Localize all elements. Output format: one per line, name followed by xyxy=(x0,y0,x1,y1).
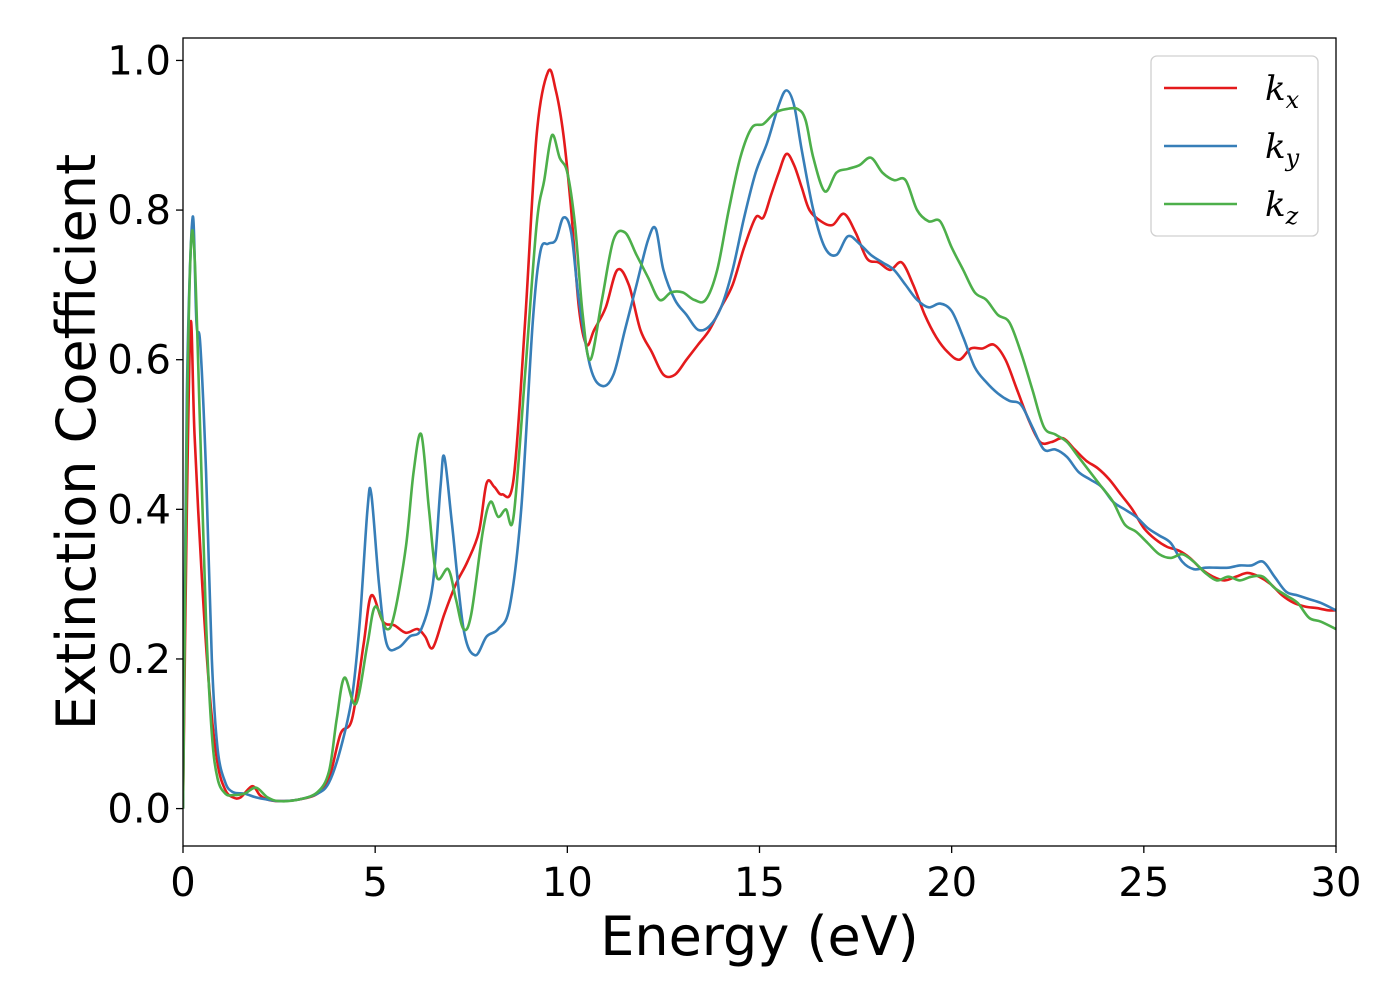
x-tick-label: 10 xyxy=(542,860,593,906)
legend-label-k-z: kz xyxy=(1265,185,1299,230)
y-tick-label: 0.8 xyxy=(107,188,171,234)
x-tick-label: 5 xyxy=(362,860,387,906)
series-line-k-z xyxy=(183,106,1336,809)
series-layer xyxy=(183,68,1336,809)
legend-label-k-y: ky xyxy=(1265,127,1300,172)
x-axis-label: Energy (eV) xyxy=(600,905,919,968)
y-tick-label: 0.6 xyxy=(107,338,171,384)
x-tick-label: 20 xyxy=(926,860,977,906)
legend: kx ky kz xyxy=(1150,55,1319,237)
x-tick-label: 0 xyxy=(170,860,195,906)
legend-label-k-x: kx xyxy=(1265,69,1300,114)
x-tick-label: 30 xyxy=(1311,860,1362,906)
x-tick-label: 25 xyxy=(1118,860,1169,906)
y-tick-label: 0.0 xyxy=(107,787,171,833)
y-tick-label: 0.2 xyxy=(107,637,171,683)
x-axis: 0 5 10 15 20 25 30 xyxy=(170,846,1361,906)
y-axis-label: Extinction Coefficient xyxy=(45,154,108,730)
y-tick-label: 1.0 xyxy=(107,38,171,84)
y-axis: 0.0 0.2 0.4 0.6 0.8 1.0 xyxy=(107,38,183,833)
x-tick-label: 15 xyxy=(734,860,785,906)
y-tick-label: 0.4 xyxy=(107,487,171,533)
series-line-k-x xyxy=(183,68,1336,809)
